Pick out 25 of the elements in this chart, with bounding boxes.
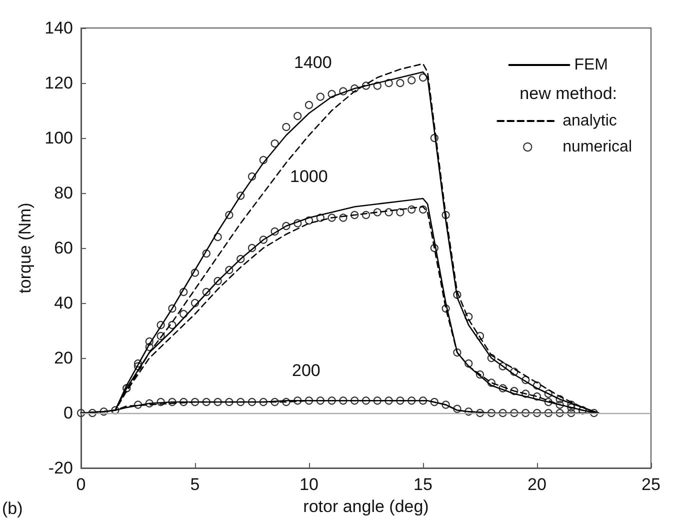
y-tick-label: 60 xyxy=(54,238,73,258)
y-tick-label: 0 xyxy=(64,404,73,422)
legend-label: numerical xyxy=(562,138,632,156)
y-tick-label: 40 xyxy=(54,294,73,312)
x-axis-title: rotor angle (deg) xyxy=(303,496,429,516)
x-tick-label: 20 xyxy=(528,475,546,494)
annotation: 1400 xyxy=(294,53,332,72)
annotation: new method: xyxy=(520,84,618,103)
annotation: 1000 xyxy=(290,167,328,186)
x-tick-label: 25 xyxy=(642,475,660,494)
x-tick-label: 10 xyxy=(300,475,318,494)
x-tick-label: 0 xyxy=(76,475,86,494)
x-tick-label: 5 xyxy=(190,475,200,494)
text: (b) xyxy=(2,499,23,518)
x-tick-label: 15 xyxy=(414,475,432,494)
y-tick-label: -20 xyxy=(48,458,73,478)
legend-label: FEM xyxy=(574,56,608,74)
y-axis-title: torque (Nm) xyxy=(16,202,35,294)
y-tick-label: 80 xyxy=(54,184,73,202)
y-tick-label: 20 xyxy=(54,348,73,368)
y-tick-label: 140 xyxy=(44,18,73,38)
annotation: 200 xyxy=(292,361,320,380)
legend-label: analytic xyxy=(562,112,617,130)
y-tick-label: 100 xyxy=(44,128,73,148)
y-tick-label: 120 xyxy=(44,74,73,92)
